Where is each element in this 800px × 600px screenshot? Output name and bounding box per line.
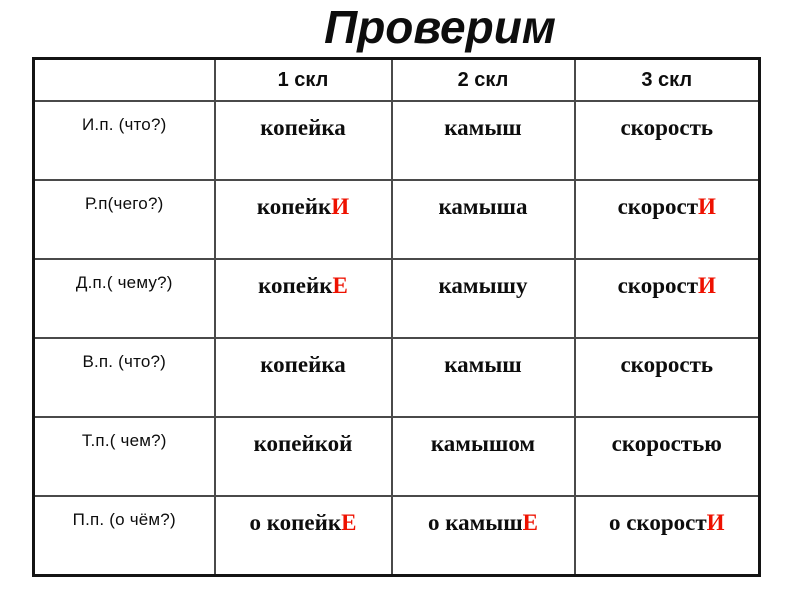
word-stem: о камыш [427, 510, 523, 535]
table-row-prepositional: П.п. (о чём?) о копейкЕ о камышЕ о скоро… [32, 495, 761, 576]
word-cell: скорость [573, 337, 761, 418]
word-stem: камыш [444, 115, 522, 140]
word-stem: камышу [438, 273, 528, 298]
case-label: И.п. (что?) [32, 100, 216, 181]
header-2-skl: 2 скл [390, 57, 576, 102]
word-cell: камыш [390, 100, 576, 181]
word-ending: И [706, 510, 725, 535]
word-ending: И [698, 273, 716, 298]
table-row-dative: Д.п.( чему?) копейкЕ камышу скоростИ [32, 258, 761, 339]
word-stem: копейк [258, 273, 333, 298]
table-row-nominative: И.п. (что?) копейка камыш скорость [32, 100, 761, 181]
word-cell: камыш [390, 337, 576, 418]
word-ending: Е [522, 510, 539, 535]
word-stem: камыш [444, 352, 522, 377]
word-cell: камышу [390, 258, 576, 339]
case-label: Д.п.( чему?) [32, 258, 216, 339]
table-row-instrumental: Т.п.( чем?) копейкой камышом скоростью [32, 416, 761, 497]
header-row: 1 скл 2 скл 3 скл [32, 57, 761, 102]
word-cell: копейкой [213, 416, 393, 497]
declension-table: 1 скл 2 скл 3 скл И.п. (что?) копейка ка… [32, 57, 761, 577]
word-cell: скоростИ [573, 258, 761, 339]
table-row-genitive: Р.п(чего?) копейкИ камыша скоростИ [32, 179, 761, 260]
word-ending: И [331, 194, 350, 219]
word-ending: Е [341, 510, 357, 535]
word-stem: о копейк [249, 510, 342, 535]
header-empty-cell [32, 57, 216, 102]
word-cell: копейка [213, 337, 393, 418]
word-cell: копейкИ [213, 179, 393, 260]
word-stem: камыша [438, 194, 528, 219]
case-label: П.п. (о чём?) [32, 495, 216, 576]
word-cell: скорость [573, 100, 761, 181]
word-stem: о скорост [608, 510, 707, 535]
word-stem: скорост [617, 194, 699, 219]
word-stem: скорост [617, 273, 699, 298]
word-stem: копейка [260, 115, 346, 140]
word-cell: о камышЕ [390, 495, 576, 576]
header-1-skl: 1 скл [213, 57, 393, 102]
case-label: В.п. (что?) [32, 337, 216, 418]
word-stem: копейкой [253, 431, 353, 456]
word-cell: о скоростИ [573, 495, 761, 576]
word-cell: камыша [390, 179, 576, 260]
word-cell: копейка [213, 100, 393, 181]
word-stem: скоростью [611, 431, 722, 456]
header-3-skl: 3 скл [573, 57, 761, 102]
word-cell: о копейкЕ [213, 495, 393, 576]
word-ending: И [698, 194, 716, 219]
word-stem: камышом [430, 431, 536, 456]
word-stem: копейка [260, 352, 346, 377]
word-stem: скорость [620, 352, 714, 377]
word-stem: копейк [256, 194, 332, 219]
word-stem: скорость [620, 115, 714, 140]
word-ending: Е [332, 273, 348, 298]
word-cell: камышом [390, 416, 576, 497]
word-cell: копейкЕ [213, 258, 393, 339]
word-cell: скоростью [573, 416, 761, 497]
table-row-accusative: В.п. (что?) копейка камыш скорость [32, 337, 761, 418]
word-cell: скоростИ [573, 179, 761, 260]
case-label: Т.п.( чем?) [32, 416, 216, 497]
slide-title: Проверим [324, 1, 556, 53]
case-label: Р.п(чего?) [32, 179, 216, 260]
